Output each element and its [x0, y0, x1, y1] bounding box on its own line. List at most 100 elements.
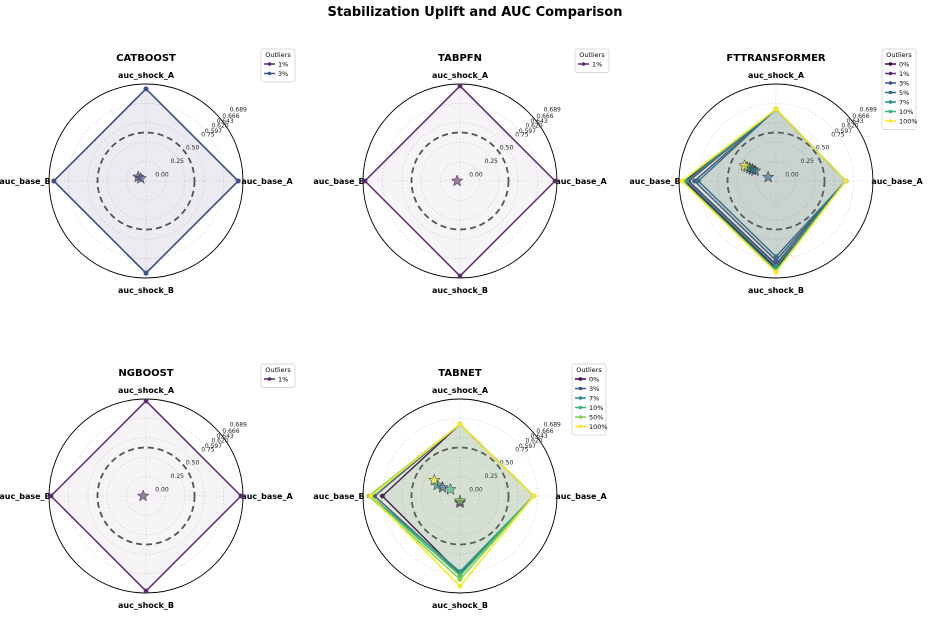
grid-circle	[401, 437, 519, 555]
radial-tick-label: 0.00	[469, 172, 483, 179]
legend-title: Outliers	[265, 366, 291, 374]
series-point	[362, 178, 368, 184]
axis-label: auc_base_A	[555, 177, 607, 186]
series-point	[696, 178, 701, 184]
axis-label: auc_shock_A	[118, 71, 175, 80]
grid-circle	[717, 122, 835, 240]
legend-label: 0%	[589, 375, 599, 383]
series-point	[235, 178, 241, 184]
series-point	[692, 178, 697, 184]
legend-marker	[888, 62, 893, 66]
series-point	[143, 86, 149, 92]
radial-tick-label: 0.75	[515, 446, 529, 453]
series-point	[457, 421, 463, 427]
axis-label: auc_shock_A	[118, 386, 175, 395]
radial-tick-label: 0.666	[852, 113, 869, 120]
radial-tick-label: 0.620	[525, 437, 542, 444]
legend-marker	[888, 119, 893, 123]
chart-title: CATBOOST	[116, 53, 176, 64]
series-point	[143, 588, 149, 594]
legend-marker	[578, 424, 583, 429]
radial-tick-label: 0.25	[801, 158, 815, 165]
legend-marker	[578, 396, 583, 400]
axis-label: auc_base_A	[871, 177, 923, 186]
series-point	[457, 577, 463, 582]
legend-label: 3%	[278, 70, 288, 78]
legend-marker	[267, 377, 272, 381]
radar-chart-tabpfn: TABPFN0.000.250.500.750.5970.6200.6430.6…	[313, 48, 610, 295]
radial-tick-label: 0.50	[500, 460, 514, 467]
series-point	[368, 493, 374, 499]
radial-tick-label: 0.620	[525, 122, 542, 129]
radial-tick-label: 0.620	[211, 437, 228, 444]
series-point	[143, 270, 149, 276]
radial-tick-label: 0.597	[519, 128, 536, 135]
grid-circle	[126, 476, 166, 516]
chart-title: NGBOOST	[118, 368, 173, 379]
uplift-star	[450, 174, 464, 187]
chart-title: TABPFN	[438, 53, 482, 64]
legend-label: 100%	[589, 423, 608, 431]
legend-label: 10%	[589, 404, 603, 412]
legend-label: 1%	[278, 375, 288, 383]
radar-chart-tabnet: TABNET0.000.250.500.750.5970.6200.6430.6…	[313, 363, 608, 610]
radial-tick-label: 0.75	[201, 446, 215, 453]
series-point	[773, 254, 779, 260]
radial-tick-label: 0.620	[841, 122, 858, 129]
reference-circle	[410, 131, 510, 231]
radial-tick-label: 0.50	[186, 145, 200, 152]
radial-tick-label: 0.597	[205, 443, 222, 450]
uplift-star	[136, 489, 150, 502]
legend-title: Outliers	[886, 51, 912, 59]
legend-marker	[888, 71, 893, 76]
axis-label: auc_shock_A	[432, 71, 489, 80]
legend-box	[260, 363, 296, 388]
series-point	[380, 493, 385, 499]
series-point	[457, 83, 463, 89]
legend-label: 3%	[899, 79, 909, 87]
figure-title: Stabilization Uplift and AUC Comparison	[328, 5, 623, 20]
series-polygon	[52, 87, 240, 275]
grid-circle	[440, 161, 480, 201]
legend-label: 7%	[899, 98, 909, 106]
series-polygon	[680, 108, 847, 274]
chart-title: FTTRANSFORMER	[726, 53, 826, 64]
axis-label: auc_shock_A	[432, 386, 489, 395]
radar-chart-fttransformer: FTTRANSFORMER0.000.250.500.750.5970.6200…	[629, 48, 923, 295]
radial-tick-label: 0.689	[230, 421, 247, 428]
radial-tick-label: 0.00	[469, 487, 483, 494]
radial-tick-label: 0.643	[531, 433, 548, 440]
reference-circle	[410, 446, 510, 546]
radial-tick-label: 0.689	[544, 106, 561, 113]
radial-tick-label: 0.597	[205, 128, 222, 135]
legend-marker	[578, 405, 583, 410]
legend-label: 10%	[899, 108, 913, 116]
grid-circle	[401, 122, 519, 240]
legend-marker	[578, 377, 583, 381]
legend-marker	[267, 62, 272, 66]
axis-label: auc_shock_A	[748, 71, 805, 80]
radar-chart-catboost: CATBOOST0.000.250.500.750.5970.6200.6430…	[0, 48, 296, 295]
legend-marker	[888, 90, 893, 95]
radial-tick-label: 0.00	[155, 487, 169, 494]
series-point	[773, 106, 779, 112]
outer-circle	[362, 398, 558, 594]
reference-circle	[726, 131, 826, 231]
uplift-star	[134, 171, 148, 184]
series-point	[457, 573, 463, 578]
series-point	[457, 583, 463, 589]
legend-title: Outliers	[579, 51, 605, 59]
radial-tick-label: 0.00	[155, 172, 169, 179]
radial-tick-label: 0.25	[171, 158, 185, 165]
radial-tick-label: 0.75	[201, 131, 215, 138]
radial-tick-label: 0.643	[531, 118, 548, 125]
axis-label: auc_shock_B	[748, 286, 804, 295]
series-point	[679, 178, 685, 184]
series-point	[457, 569, 463, 575]
radial-tick-label: 0.620	[211, 122, 228, 129]
outer-circle	[48, 83, 244, 279]
axis-label: auc_shock_B	[118, 601, 174, 610]
legend-label: 5%	[899, 89, 909, 97]
